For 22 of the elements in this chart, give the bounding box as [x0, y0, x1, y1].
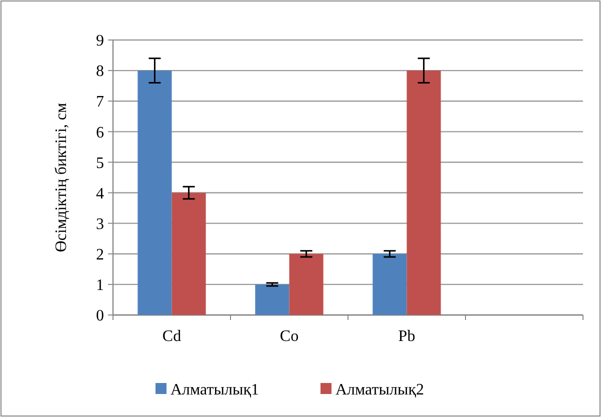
- y-tick-label: 5: [96, 154, 104, 172]
- bar: [406, 70, 441, 315]
- x-tick-label: Pb: [398, 328, 416, 345]
- y-tick-label: 8: [96, 63, 104, 80]
- y-tick-label: 7: [96, 94, 104, 111]
- y-tick-label: 0: [96, 308, 104, 325]
- y-axis-title: Өсімдіктің биктігі, см: [53, 102, 70, 252]
- y-tick-label: 3: [96, 216, 104, 233]
- bar: [172, 192, 206, 315]
- x-tick-label: Cd: [162, 328, 182, 345]
- y-tick-label: 1: [96, 277, 104, 294]
- y-tick-label: 4: [96, 185, 104, 202]
- y-tick-label: 9: [96, 32, 104, 50]
- y-tick-label: 6: [96, 124, 104, 142]
- y-tick-label: 2: [96, 246, 104, 264]
- bar: [289, 254, 324, 315]
- legend-label: Алматылық2: [336, 382, 424, 399]
- x-tick-label: Co: [280, 328, 299, 345]
- legend-label: Алматылық1: [170, 382, 259, 399]
- bar: [138, 70, 172, 315]
- bar: [255, 284, 290, 315]
- bar: [372, 254, 407, 315]
